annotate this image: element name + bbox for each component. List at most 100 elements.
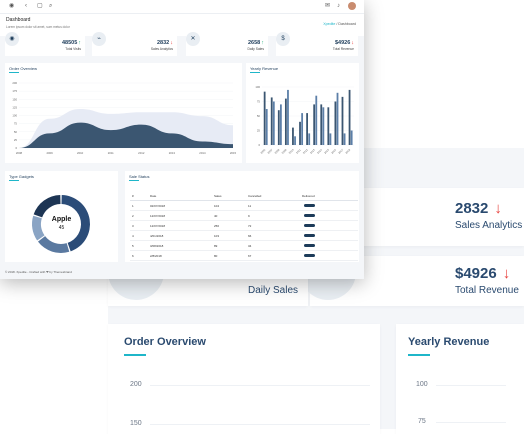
delivered-badge xyxy=(304,204,315,207)
col-header: Sales xyxy=(214,194,222,198)
table-row[interactable]: 1 02/07/2018 104 11 xyxy=(130,202,358,211)
table-row[interactable]: 3 12/07/2018 256 72 xyxy=(130,222,358,231)
y-tick-label: 25 xyxy=(14,138,18,142)
y-tick-label: 50 xyxy=(257,114,261,118)
bar xyxy=(301,113,304,145)
x-tick-label: 2013 xyxy=(309,147,316,154)
cell-date: 4/01/2018 xyxy=(150,234,164,238)
x-tick-label: 2017 xyxy=(337,147,344,154)
stat-card-visits: ◉ 48505↑ Total Visits xyxy=(5,32,85,56)
eye-icon[interactable]: ◉ xyxy=(9,3,15,9)
bg-gridline xyxy=(436,422,506,423)
stat-value: 2658↑ xyxy=(248,40,264,46)
dashboard-window: ◉ ‹ ▢ ⌕ ✉ ♪ Dashboard Lorem ipsum dolor … xyxy=(0,0,364,279)
stat-label: Total Visits xyxy=(65,47,81,51)
sale-status-card: Sale Status xyxy=(125,171,359,262)
cell-sales: 104 xyxy=(214,204,220,208)
yearly-revenue-card: Yearly Revenue 0 25 50 75 100 2006 2007 2008 200… xyxy=(246,63,359,163)
bg-gridline xyxy=(150,385,370,386)
cell-sales: 103 xyxy=(214,234,220,238)
order-overview-card: Order Overview 0 25 50 75 100 125 150 175 200 200… xyxy=(5,63,242,163)
stat-label: Sales Analytics xyxy=(150,47,173,51)
delivered-badge xyxy=(304,234,315,237)
page-subtitle: Lorem ipsum dolor sit amet, sum metus do… xyxy=(6,25,70,29)
title-underline xyxy=(9,72,19,73)
square-icon[interactable]: ▢ xyxy=(37,3,43,9)
cell-date: 02/07/2018 xyxy=(150,204,166,208)
bar xyxy=(348,89,351,145)
area-series-front xyxy=(19,122,233,148)
table-row[interactable]: 5 3/08/2018 89 34 xyxy=(130,242,358,251)
breadcrumb-current: Dashboard xyxy=(338,22,356,26)
cell-date: 2/8/2018 xyxy=(150,254,162,258)
x-tick-label: 2009 xyxy=(46,151,53,155)
stat-value: 2832↓ xyxy=(157,40,173,46)
bg-stat-value: 2832 ↓ xyxy=(455,200,502,217)
stat-label: Daily Sales xyxy=(247,47,265,51)
cell-date: 12/07/2018 xyxy=(150,224,166,228)
x-tick-label: 2011 xyxy=(295,147,302,154)
delivered-badge xyxy=(304,244,315,247)
card-title: Order Overview xyxy=(9,66,38,71)
table-row[interactable]: 6 2/8/2018 80 67 xyxy=(130,252,358,261)
breadcrumb: Xpedite / Dashboard xyxy=(323,22,356,26)
cell-sales: 80 xyxy=(214,254,218,258)
dollar-icon: $ xyxy=(276,32,290,46)
bg-revenue-title: Yearly Revenue xyxy=(408,336,490,348)
table-header: # Date Sales Cancelled Delivered xyxy=(130,192,358,201)
bar xyxy=(322,107,325,145)
x-tick-label: 2018 xyxy=(344,147,351,154)
bell-icon[interactable]: ♪ xyxy=(337,3,340,9)
card-title: Yearly Revenue xyxy=(250,66,279,71)
stat-card-daily: ✕ 2658↑ Daily Sales xyxy=(186,32,268,56)
mail-icon[interactable]: ✉ xyxy=(325,3,331,9)
stat-value: $4926↓ xyxy=(334,40,354,46)
bar xyxy=(320,104,323,145)
x-tick-label: 2009 xyxy=(281,147,288,154)
y-tick-label: 0 xyxy=(258,143,260,147)
bg-stat-label: Daily Sales xyxy=(248,285,299,296)
card-title: Sale Status xyxy=(129,174,150,179)
bg-title-underline xyxy=(408,354,430,356)
donut-slice xyxy=(61,195,90,252)
avatar[interactable] xyxy=(348,2,356,10)
table-row[interactable]: 2 12/07/2018 40 9 xyxy=(130,212,358,221)
cell-sales: 89 xyxy=(214,244,218,248)
y-tick-label: 100 xyxy=(255,85,260,89)
bg-order-title: Order Overview xyxy=(124,336,206,348)
cell-cancelled: 9 xyxy=(248,214,250,218)
delivered-badge xyxy=(304,254,315,257)
table-row[interactable]: 4 4/01/2018 103 66 xyxy=(130,232,358,241)
bg-stat-label: Total Revenue xyxy=(455,285,519,296)
y-tick-label: 0 xyxy=(15,146,17,150)
bar xyxy=(292,127,294,145)
search-icon[interactable]: ⌕ xyxy=(49,3,53,9)
y-tick-label: 125 xyxy=(12,105,17,109)
y-tick-label: 75 xyxy=(257,100,261,104)
stat-card-sales: ⌁ 2832↓ Sales Analytics xyxy=(92,32,177,56)
cell-date: 12/07/2018 xyxy=(150,214,166,218)
bar xyxy=(336,92,339,145)
title-underline xyxy=(129,180,139,181)
eye-icon: ◉ xyxy=(5,32,19,46)
cell-cancelled: 72 xyxy=(248,224,252,228)
chevron-left-icon[interactable]: ‹ xyxy=(25,3,27,9)
x-tick-label: 2008 xyxy=(16,151,23,155)
x-tick-label: 2010 xyxy=(77,151,84,155)
bg-axis-tick: 150 xyxy=(130,420,142,427)
delivered-badge xyxy=(304,214,315,217)
bg-axis-tick: 200 xyxy=(130,381,142,388)
stat-card-revenue: $ $4926↓ Total Revenue xyxy=(276,32,358,56)
y-tick-label: 75 xyxy=(14,122,18,126)
title-underline xyxy=(9,180,19,181)
donut-center-value: 45 xyxy=(58,225,65,231)
x-tick-label: 2007 xyxy=(266,147,273,154)
bar xyxy=(343,133,346,145)
col-header: Date xyxy=(150,194,157,198)
cell-index: 3 xyxy=(132,224,134,228)
x-tick-label: 2014 xyxy=(199,151,206,155)
breadcrumb-home[interactable]: Xpedite xyxy=(323,22,336,26)
page-title: Dashboard xyxy=(6,17,31,23)
bar xyxy=(294,136,296,145)
